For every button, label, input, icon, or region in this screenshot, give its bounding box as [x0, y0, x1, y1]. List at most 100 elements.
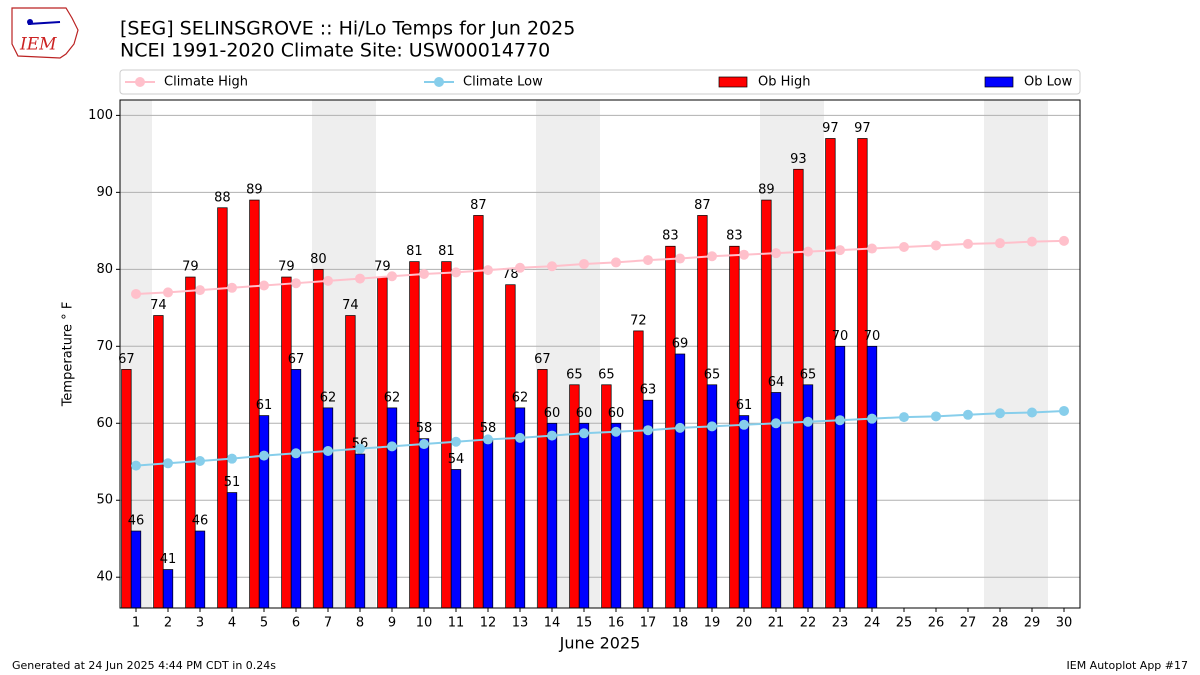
x-tick-label: 16 [608, 616, 625, 631]
x-tick-label: 27 [960, 616, 977, 631]
legend-label: Climate High [164, 75, 248, 90]
data-label: 67 [118, 352, 135, 367]
line-marker [195, 285, 205, 296]
legend-swatch [718, 76, 748, 88]
line-marker [131, 460, 141, 471]
data-label: 60 [576, 406, 593, 421]
bar [793, 168, 804, 609]
line-marker [1027, 407, 1037, 418]
line-marker [931, 411, 941, 422]
data-label: 70 [864, 329, 881, 344]
data-label: 81 [406, 244, 423, 259]
x-tick-label: 15 [576, 616, 593, 631]
x-tick-label: 29 [1024, 616, 1041, 631]
bar [825, 138, 836, 609]
line-marker [163, 458, 173, 469]
data-label: 83 [662, 229, 679, 244]
bar [633, 330, 644, 609]
y-tick-label: 40 [96, 570, 113, 585]
line-marker [739, 249, 749, 260]
data-label: 54 [448, 452, 465, 467]
x-tick-label: 1 [132, 616, 140, 631]
line-marker [259, 450, 269, 461]
bar [857, 138, 868, 609]
x-tick-label: 18 [672, 616, 689, 631]
line-marker [675, 422, 685, 433]
bar [217, 207, 228, 609]
weekend-band [984, 100, 1016, 608]
x-tick-label: 20 [736, 616, 753, 631]
line-marker [163, 287, 173, 298]
data-label: 97 [854, 121, 871, 136]
data-label: 69 [672, 337, 689, 352]
data-label: 61 [736, 398, 753, 413]
line-marker [771, 418, 781, 429]
data-label: 67 [534, 352, 551, 367]
bar [418, 438, 430, 609]
line-marker [451, 436, 461, 447]
line-marker [899, 412, 909, 423]
x-tick-label: 21 [768, 616, 785, 631]
bar [322, 407, 334, 609]
line-marker [387, 441, 397, 452]
x-tick-label: 23 [832, 616, 849, 631]
line [135, 239, 1065, 295]
bar [665, 245, 676, 609]
data-label: 74 [150, 298, 167, 313]
line-marker [387, 271, 397, 282]
bar [450, 469, 462, 609]
bar [281, 276, 292, 609]
data-label: 62 [512, 390, 529, 405]
data-label: 60 [608, 406, 625, 421]
x-tick-label: 2 [164, 616, 172, 631]
y-tick-label: 90 [96, 185, 113, 200]
bar [313, 268, 324, 609]
line-marker [515, 262, 525, 273]
data-label: 83 [726, 229, 743, 244]
bar [738, 415, 750, 609]
data-label: 79 [278, 260, 295, 275]
line-marker [867, 243, 877, 254]
data-label: 72 [630, 313, 647, 328]
data-label: 87 [694, 198, 711, 213]
line-marker [419, 268, 429, 279]
line-marker [931, 240, 941, 251]
x-axis-label: June 2025 [559, 634, 641, 653]
footer-right: IEM Autoplot App #17 [1067, 659, 1189, 672]
line-marker [835, 245, 845, 256]
data-label: 88 [214, 190, 231, 205]
line-marker [195, 455, 205, 466]
data-label: 64 [768, 375, 785, 390]
legend-swatch [984, 76, 1014, 88]
line [135, 409, 1065, 467]
x-tick-label: 6 [292, 616, 300, 631]
x-tick-label: 26 [928, 616, 945, 631]
line-marker [675, 253, 685, 264]
data-label: 93 [790, 152, 807, 167]
bar [482, 438, 494, 609]
bar [441, 261, 452, 609]
y-tick-label: 70 [96, 339, 113, 354]
data-label: 97 [822, 121, 839, 136]
bar [354, 453, 366, 609]
weekend-band [1016, 100, 1048, 608]
bar [194, 530, 206, 609]
data-label: 89 [758, 183, 775, 198]
line-marker [323, 445, 333, 456]
legend-box [119, 69, 1081, 95]
data-label: 62 [320, 390, 337, 405]
x-tick-label: 22 [800, 616, 817, 631]
logo-icon [27, 21, 61, 25]
data-label: 61 [256, 398, 273, 413]
line-marker [515, 432, 525, 443]
legend-swatch [434, 77, 444, 87]
line-marker [547, 430, 557, 441]
x-tick-label: 3 [196, 616, 204, 631]
legend-label: Ob Low [1024, 75, 1073, 90]
line-marker [579, 258, 589, 269]
bar [345, 315, 356, 609]
data-label: 87 [470, 198, 487, 213]
x-tick-label: 9 [388, 616, 396, 631]
x-tick-label: 13 [512, 616, 529, 631]
